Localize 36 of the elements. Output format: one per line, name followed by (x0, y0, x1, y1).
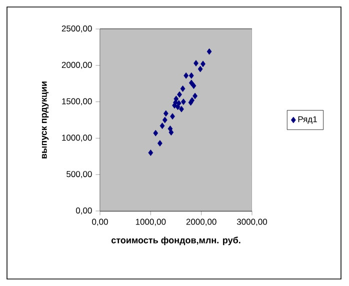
point (200, 60, 206, 68)
point (148, 150, 154, 156)
point (153, 130, 158, 136)
point (160, 122, 165, 130)
point (188, 80, 194, 86)
x-tick-label: 1000,00 (136, 218, 166, 226)
x-tick-label: 3000,00 (236, 218, 268, 226)
point (180, 85, 186, 92)
point (163, 110, 168, 117)
point (198, 66, 203, 72)
y-tick-label: 2500,00 (62, 25, 92, 32)
point (180, 98, 186, 105)
point (162, 116, 168, 124)
x-tick-label: 2000,00 (186, 218, 216, 226)
point (206, 48, 212, 55)
point (188, 72, 194, 79)
point (194, 60, 198, 66)
y-tick-label: 1000,00 (62, 134, 92, 142)
point (168, 129, 174, 136)
point (157, 140, 162, 146)
y-axis-title: выпуск прдукции (42, 82, 49, 158)
legend-label: Ряд1 (298, 116, 317, 124)
point (174, 96, 179, 102)
point (184, 72, 189, 79)
x-axis-title: стоимость фондов,млн. руб. (111, 236, 240, 246)
y-tick-label: 1500,00 (62, 98, 92, 106)
point (179, 106, 184, 112)
point (192, 92, 198, 100)
point (170, 113, 175, 120)
y-tick-label: 2000,00 (62, 62, 92, 69)
y-tick-label: 500,00 (66, 171, 92, 178)
y-tick-label: 0,00 (76, 207, 92, 214)
x-tick-label: 0,00 (92, 218, 108, 226)
point (177, 91, 182, 98)
point (191, 82, 196, 89)
point (176, 100, 182, 106)
